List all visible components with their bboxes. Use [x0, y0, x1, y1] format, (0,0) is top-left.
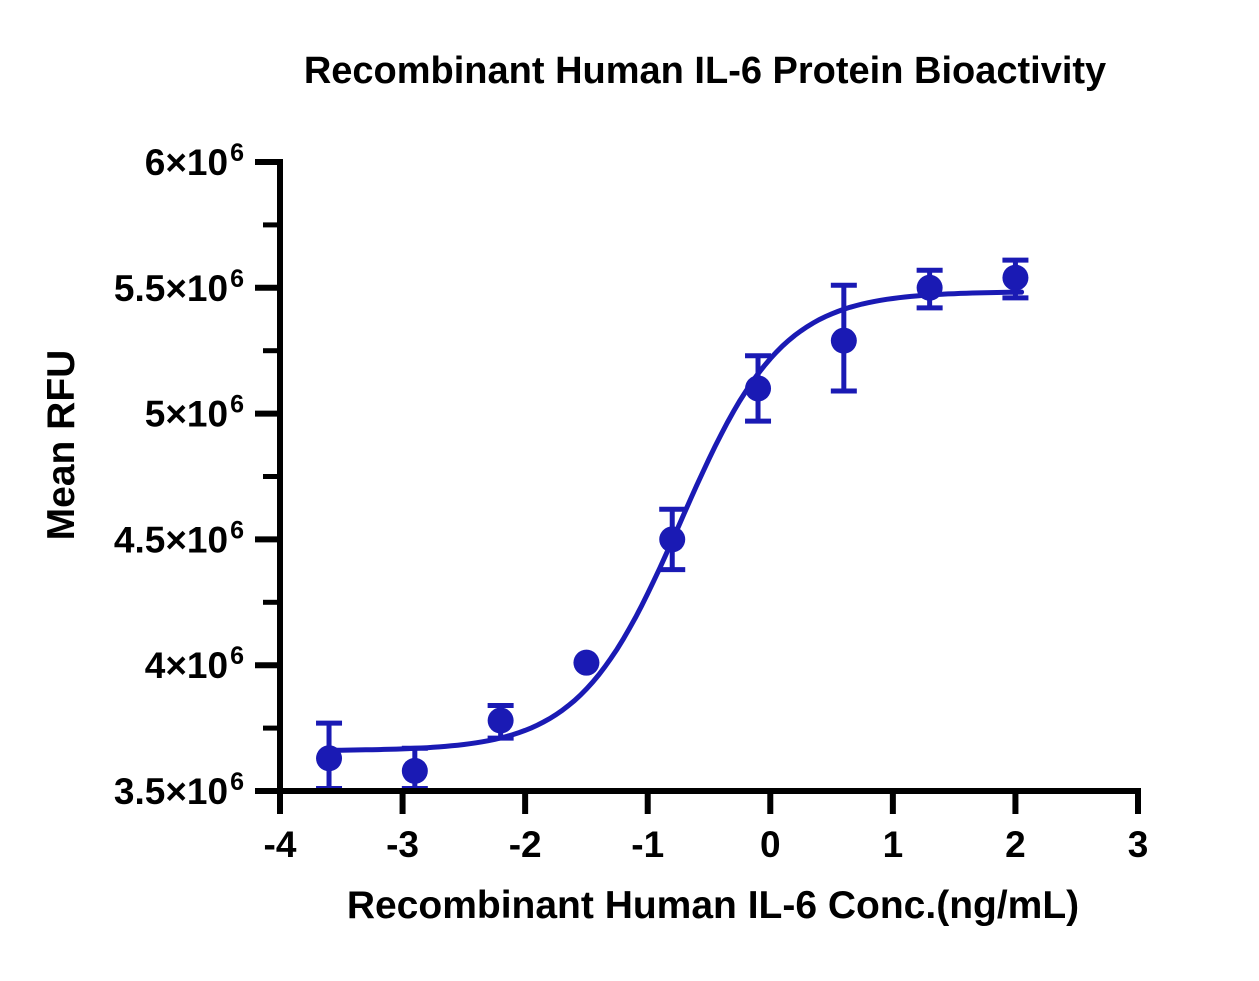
x-axis-title: Recombinant Human IL-6 Conc.(ng/mL)	[346, 884, 1080, 927]
chart-title: Recombinant Human IL-6 Protein Bioactivi…	[303, 50, 1107, 92]
fit-curve	[326, 289, 1025, 753]
data-point	[573, 649, 600, 676]
data-point	[745, 375, 772, 402]
y-tick-label: 4.5×106	[114, 516, 244, 560]
y-tick-label: 6×106	[145, 139, 244, 183]
data-point	[487, 707, 514, 734]
x-tick-label: 2	[1005, 824, 1026, 865]
x-tick-label: 0	[760, 824, 781, 865]
data-point	[916, 274, 943, 301]
x-tick-label: -4	[264, 824, 297, 865]
data-point	[830, 327, 857, 354]
y-tick-label: 4×106	[145, 642, 244, 686]
y-tick-label: 5×106	[145, 391, 244, 435]
x-tick-label: 3	[1128, 824, 1149, 865]
x-tick-label: 1	[883, 824, 904, 865]
x-tick-label: -1	[631, 824, 664, 865]
x-tick-label: -2	[509, 824, 542, 865]
axes	[277, 159, 1141, 794]
x-tick-label: -3	[386, 824, 419, 865]
y-tick-label: 3.5×106	[114, 768, 244, 812]
data-point	[316, 745, 343, 772]
y-tick-label: 5.5×106	[114, 265, 244, 309]
data-point	[1002, 264, 1029, 291]
data-point	[659, 526, 686, 553]
data-point	[401, 757, 428, 784]
